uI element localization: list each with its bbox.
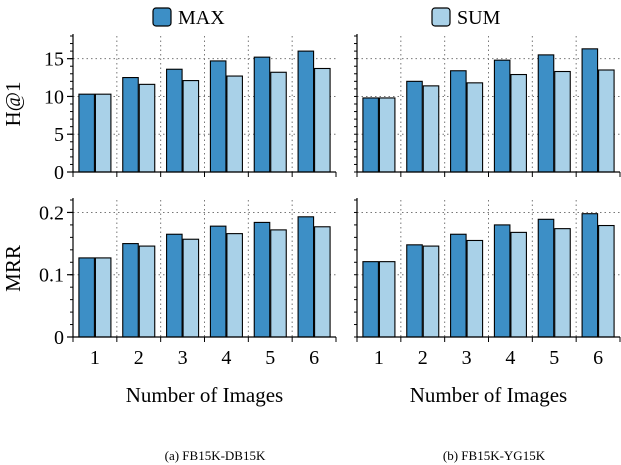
chart-4-bar-max-2	[406, 244, 423, 338]
chart-3-xtick-label: 6	[309, 347, 319, 369]
chart-3: 0 0.1 0.2 MRR 1 2 3 4 5 6 Number of Images	[1, 198, 337, 407]
legend-label-sum: SUM	[457, 7, 501, 29]
chart-2	[354, 34, 621, 177]
chart-3-xtick-label: 3	[178, 347, 188, 369]
chart-4-bar-sum-3	[466, 239, 484, 338]
chart-1-bar-sum-1	[94, 93, 112, 173]
chart-1-bar-max-6	[297, 50, 315, 173]
chart-1-bar-sum-5	[270, 71, 287, 173]
chart-1-bar-sum-4	[226, 75, 243, 173]
chart-1-bar-max-2	[122, 77, 139, 173]
chart-3-bar-sum-4	[226, 233, 243, 338]
chart-4-xtick-label: 3	[462, 347, 472, 369]
chart-2-bar-max-5	[537, 54, 555, 173]
caption-a: (a) FB15K-DB15K	[165, 448, 266, 463]
chart-4-bar-sum-5	[554, 228, 571, 338]
chart-2-bar-max-6	[581, 48, 599, 173]
chart-3-bar-sum-2	[138, 245, 156, 338]
chart-1-bar-sum-6	[314, 67, 331, 173]
chart-3-xtick-label: 4	[221, 347, 231, 369]
chart-3-bar-sum-3	[182, 238, 200, 338]
chart-2-bar-sum-5	[554, 70, 571, 173]
chart-3-xlabel: Number of Images	[126, 383, 283, 407]
legend-label-max: MAX	[178, 7, 225, 29]
chart-1-ytick-label: 15	[44, 49, 64, 71]
chart-3-bar-max-3	[166, 233, 183, 338]
chart-4-bar-max-6	[581, 213, 599, 338]
legend-swatch-max	[152, 7, 172, 27]
chart-3-bar-max-6	[297, 216, 315, 338]
chart-2-bar-sum-4	[510, 73, 527, 173]
chart-1-ylabel: H@1	[1, 81, 25, 126]
chart-1-bar-max-5	[253, 56, 271, 173]
chart-2-bar-max-1	[362, 97, 379, 173]
chart-3-xtick-label: 5	[265, 347, 275, 369]
chart-4-xtick-label: 2	[418, 347, 428, 369]
chart-4-xtick-label: 6	[593, 347, 603, 369]
chart-1: 0 5 10 15 H@1	[1, 34, 337, 184]
chart-4-bar-sum-6	[598, 224, 615, 338]
chart-3-ytick-label: 0.2	[39, 202, 64, 224]
chart-4-xtick-label: 1	[374, 347, 384, 369]
chart-2-bar-sum-6	[598, 69, 615, 173]
chart-1-bar-sum-3	[182, 80, 200, 173]
chart-4-xlabel: Number of Images	[410, 383, 567, 407]
chart-3-ylabel: MRR	[1, 245, 25, 292]
chart-4-xtick-label: 5	[549, 347, 559, 369]
chart-3-bar-sum-6	[314, 226, 331, 338]
chart-2-bar-sum-3	[466, 82, 484, 173]
chart-4-bar-sum-4	[510, 231, 527, 338]
chart-1-bar-max-3	[166, 68, 183, 173]
chart-1-bar-max-4	[209, 60, 227, 173]
chart-4-bar-max-3	[450, 233, 467, 338]
chart-4-bar-max-4	[493, 224, 511, 338]
chart-1-ytick-label: 0	[54, 162, 64, 184]
chart-3-ytick-label: 0	[54, 327, 64, 349]
chart-3-bar-max-4	[209, 225, 227, 338]
chart-2-bar-sum-2	[422, 85, 440, 173]
chart-2-bar-max-4	[493, 59, 511, 173]
chart-3-bar-max-5	[253, 221, 271, 338]
chart-2-bar-sum-1	[378, 97, 396, 173]
chart-2-bar-max-2	[406, 80, 423, 173]
chart-4-bar-sum-2	[422, 245, 440, 338]
chart-4-bar-max-5	[537, 218, 555, 338]
chart-3-bar-max-2	[122, 243, 139, 338]
chart-3-xtick-label: 2	[134, 347, 144, 369]
chart-4-xtick-label: 4	[505, 347, 515, 369]
chart-4-bar-sum-1	[378, 261, 396, 338]
chart-4-bar-max-1	[362, 261, 379, 338]
chart-3-ytick-label: 0.1	[39, 265, 64, 287]
chart-3-bar-sum-1	[94, 257, 112, 338]
chart-3-bar-max-1	[78, 257, 95, 338]
chart-1-ytick-label: 5	[54, 124, 64, 146]
chart-3-xtick-label: 1	[90, 347, 100, 369]
chart-2-bar-max-3	[450, 70, 467, 173]
chart-3-bar-sum-5	[270, 229, 287, 338]
chart-4: 1 2 3 4 5 6 Number of Images	[354, 198, 621, 407]
chart-1-bar-max-1	[78, 93, 95, 173]
caption-b: (b) FB15K-YG15K	[443, 448, 546, 463]
legend: MAX SUM	[152, 7, 501, 29]
legend-swatch-sum	[431, 7, 451, 27]
chart-1-bar-sum-2	[138, 83, 156, 173]
chart-1-ytick-label: 10	[44, 86, 64, 108]
